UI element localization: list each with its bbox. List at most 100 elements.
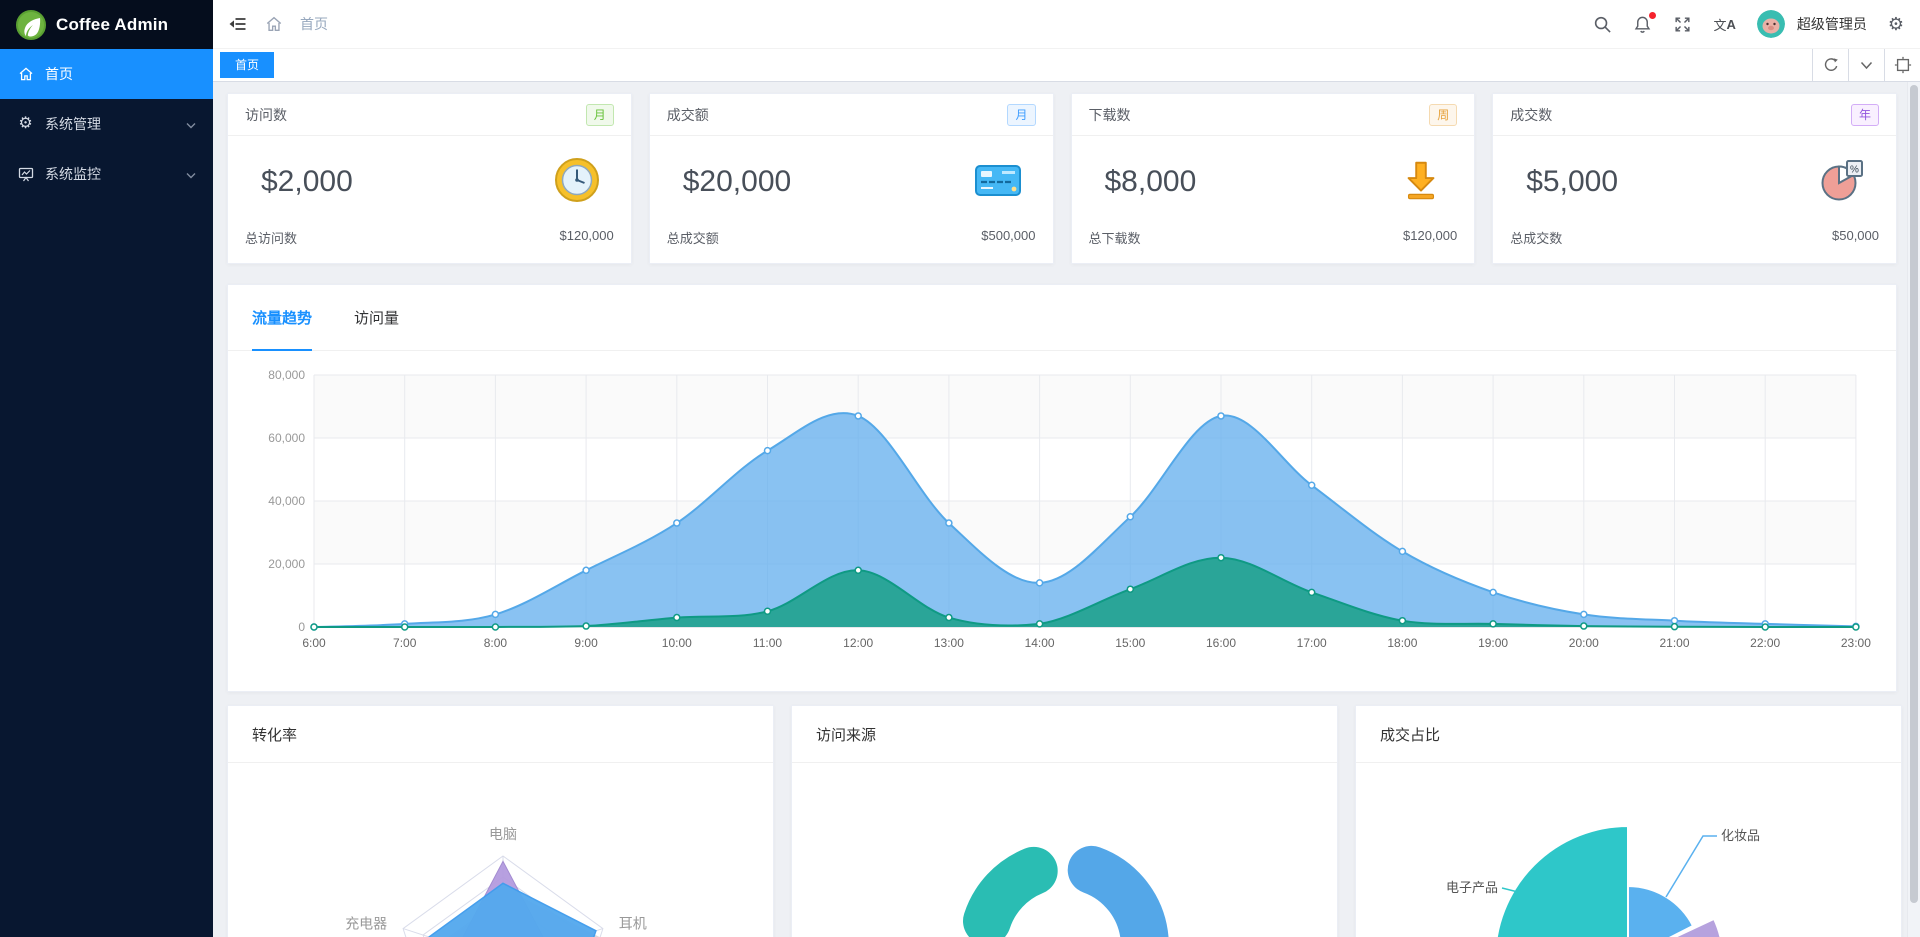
stat-card-title: 访问数 [245, 106, 287, 123]
stat-card-title: 成交额 [666, 106, 709, 123]
svg-text:11:00: 11:00 [753, 636, 782, 650]
svg-text:17:00: 17:00 [1297, 636, 1327, 650]
credit-card-icon [973, 158, 1023, 207]
svg-text:耳机: 耳机 [619, 915, 647, 931]
svg-text:10:00: 10:00 [662, 636, 692, 650]
tab-controls [1812, 49, 1920, 81]
stat-card-visits: 访问数 月 $2,000 总访问数 $120,000 [227, 93, 632, 264]
sidebar-item-label: 首页 [45, 66, 73, 82]
avatar[interactable] [1756, 10, 1785, 38]
svg-text:12:00: 12:00 [843, 636, 873, 650]
search-icon[interactable] [1593, 15, 1612, 34]
username[interactable]: 超级管理员 [1796, 16, 1867, 32]
vertical-scrollbar [1907, 82, 1920, 937]
svg-text:16:00: 16:00 [1206, 636, 1236, 650]
stat-card-title: 成交数 [1510, 106, 1553, 123]
period-badge: 周 [1429, 103, 1458, 126]
stat-footer-value: $500,000 [981, 228, 1036, 243]
tags-view-bar: 首页 [213, 49, 1920, 82]
fullscreen-icon[interactable] [1673, 15, 1692, 34]
stat-card-title: 下载数 [1088, 106, 1131, 123]
stat-card-value: $2,000 [261, 165, 353, 198]
svg-text:18:00: 18:00 [1387, 636, 1417, 650]
gear-icon: ⚙ [18, 115, 33, 132]
period-badge: 年 [1850, 103, 1879, 126]
card-title: 成交占比 [1356, 706, 1901, 763]
monitor-icon [17, 166, 34, 182]
svg-text:9:00: 9:00 [574, 636, 598, 650]
stat-footer-label: 总成交数 [1510, 231, 1563, 246]
pie-percent-icon: % [1818, 157, 1866, 208]
notification-bell-icon[interactable] [1633, 11, 1657, 34]
conversion-rate-card: 转化率 电脑耳机 充电器 [227, 705, 774, 937]
stat-card-downloads: 下载数 周 $8,000 总下载数 $120,000 [1070, 93, 1476, 264]
sidebar-item-system-monitor[interactable]: 系统监控 [0, 149, 213, 199]
maximize-view-icon[interactable] [1884, 49, 1920, 81]
svg-text:充电器: 充电器 [345, 915, 387, 931]
svg-text:8:00: 8:00 [484, 636, 508, 650]
navbar-left: 首页 [228, 14, 328, 34]
page-content: 访问数 月 $2,000 总访问数 $120,000 [213, 82, 1907, 937]
app-logo: Coffee Admin [0, 0, 213, 49]
traffic-trend-card: 流量趋势 访问量 0 20,000 40,000 60,000 80,000 6:00 7:… [227, 284, 1897, 692]
settings-gear-icon[interactable]: ⚙ [1887, 13, 1904, 34]
sidebar-collapse-icon[interactable] [228, 14, 248, 34]
stat-card-value: $8,000 [1104, 165, 1197, 198]
sidebar-item-system-admin[interactable]: ⚙ 系统管理 [0, 99, 213, 149]
svg-text:电脑: 电脑 [489, 826, 517, 842]
svg-text:%: % [1850, 164, 1859, 175]
svg-text:0: 0 [298, 620, 305, 634]
bottom-card-row: 转化率 电脑耳机 充电器 访问来源 成交占比 电子产品 化妆品 [227, 705, 1902, 937]
stat-footer-value: $120,000 [1403, 228, 1458, 243]
svg-text:60,000: 60,000 [268, 431, 305, 445]
svg-text:7:00: 7:00 [393, 636, 417, 650]
tab-traffic-trend[interactable]: 流量趋势 [252, 285, 313, 351]
sidebar-item-home[interactable]: 首页 [0, 49, 213, 99]
clock-icon [553, 156, 601, 209]
svg-text:20,000: 20,000 [268, 557, 305, 571]
svg-text:21:00: 21:00 [1659, 636, 1689, 650]
sidebar-item-label: 系统管理 [45, 116, 101, 132]
sidebar-menu: 首页 ⚙ 系统管理 系统监控 [0, 49, 213, 199]
svg-text:13:00: 13:00 [934, 636, 964, 650]
stat-footer-label: 总成交额 [666, 231, 719, 246]
breadcrumb[interactable]: 首页 [300, 16, 328, 32]
scrollbar-thumb[interactable] [1910, 85, 1918, 903]
download-icon [1398, 156, 1444, 209]
svg-text:80,000: 80,000 [268, 368, 305, 382]
refresh-icon[interactable] [1812, 49, 1848, 81]
stat-footer-value: $120,000 [559, 228, 614, 243]
tab-home[interactable]: 首页 [220, 52, 275, 78]
chevron-down-icon [186, 116, 196, 132]
stat-footer-label: 总下载数 [1088, 231, 1141, 246]
tab-visit-volume[interactable]: 访问量 [354, 310, 400, 327]
area-chart: 0 20,000 40,000 60,000 80,000 6:00 7:00 8:00 9:0… [228, 351, 1898, 676]
stat-card-row: 访问数 月 $2,000 总访问数 $120,000 [227, 93, 1897, 264]
breadcrumb-home-icon[interactable] [265, 15, 283, 33]
svg-text:19:00: 19:00 [1478, 636, 1508, 650]
notification-dot [1649, 11, 1657, 19]
stat-card-value: $5,000 [1526, 165, 1619, 198]
period-badge: 月 [1007, 103, 1036, 126]
svg-text:15:00: 15:00 [1115, 636, 1145, 650]
stat-card-value: $20,000 [682, 165, 792, 198]
tabs-dropdown-chevron-icon[interactable] [1848, 49, 1884, 81]
rose-pie-chart: 电子产品 化妆品 [1446, 824, 1760, 937]
stat-footer-value: $50,000 [1832, 228, 1879, 243]
stat-footer-label: 总访问数 [245, 231, 298, 246]
svg-text:化妆品: 化妆品 [1721, 828, 1760, 843]
svg-text:40,000: 40,000 [268, 494, 305, 508]
svg-text:电子产品: 电子产品 [1446, 880, 1498, 895]
svg-text:22:00: 22:00 [1750, 636, 1780, 650]
visit-source-card: 访问来源 [791, 705, 1338, 937]
trend-tabs: 流量趋势 访问量 [228, 285, 1896, 351]
svg-text:14:00: 14:00 [1025, 636, 1055, 650]
card-title: 转化率 [228, 706, 773, 763]
donut-chart [963, 845, 1169, 937]
app-title: Coffee Admin [56, 14, 169, 34]
